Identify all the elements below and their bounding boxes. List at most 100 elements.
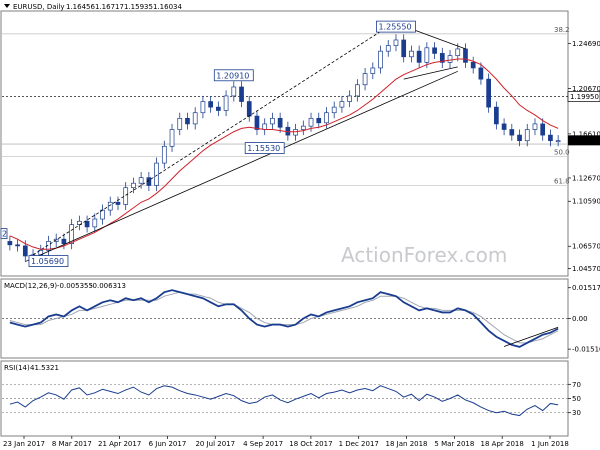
time-axis: 23 Jan 2017 8 Mar 2017 21 Apr 2017 6 Jun 20… — [3, 436, 569, 448]
candle-body — [262, 123, 268, 130]
rsi-chart: 70 50 30 — [2, 381, 581, 417]
candle-body — [154, 162, 159, 186]
edge-label: 2 — [2, 230, 7, 239]
candle-body — [524, 129, 530, 142]
candle-body — [115, 201, 121, 205]
candle-body — [355, 84, 360, 97]
resistance-price-text: 1.19950 — [570, 93, 599, 101]
candle-body — [92, 218, 98, 228]
candle-body — [540, 123, 546, 136]
candle-body — [339, 101, 345, 108]
candle-body — [177, 117, 183, 130]
time-tick-label: 23 Jan 2017 — [3, 440, 45, 448]
macd-signal-value: -0.006313 — [90, 282, 126, 290]
candle-body — [555, 140, 561, 143]
candle-body — [131, 182, 136, 189]
price-label-box — [28, 255, 69, 267]
price-label-box — [213, 69, 254, 82]
candle-body — [216, 106, 221, 111]
candle-body — [316, 117, 322, 124]
rsi-header: RSI(14) 41.5321 — [4, 364, 59, 372]
macd-tick-label: 0.00 — [572, 315, 588, 323]
rsi-tick-label: 30 — [572, 409, 581, 417]
candle-body — [308, 117, 314, 127]
price-tick-label: 1.12670 — [572, 174, 600, 182]
moving-average-line — [9, 58, 559, 250]
candle-body — [362, 73, 368, 86]
macd-trendline — [503, 326, 559, 347]
price-tick-label: 1.06570 — [572, 243, 600, 251]
candle-body — [192, 112, 198, 125]
candle-body — [331, 106, 337, 114]
macd-line — [9, 289, 559, 348]
collapse-arrow-icon[interactable] — [4, 4, 10, 8]
time-tick-label: 18 Jan 2018 — [386, 440, 428, 448]
candle-body — [486, 78, 491, 108]
time-tick-label: 21 Apr 2017 — [98, 440, 141, 448]
rsi-value: 41.5321 — [30, 364, 59, 372]
price-tick-label: 1.24690 — [572, 40, 600, 48]
price-header: EURUSD, Daily 1.16456 1.16717 1.15935 1.… — [4, 3, 182, 11]
macd-value: -0.005355 — [57, 282, 93, 290]
macd-tick-label: 0.015176 — [572, 284, 600, 292]
time-tick-label: 1 Jun 2018 — [531, 440, 569, 448]
price-label-box — [244, 142, 285, 154]
time-tick-label: 20 Jul 2017 — [195, 440, 235, 448]
candle-body — [84, 220, 90, 228]
time-tick-label: 18 Oct 2017 — [289, 440, 332, 448]
time-tick-label: 6 Jun 2017 — [149, 440, 187, 448]
candle-body — [432, 47, 437, 54]
fib-level-label: 50.0 — [554, 148, 570, 156]
candle-body — [447, 55, 453, 63]
candle-body — [478, 67, 484, 80]
candle-body — [548, 134, 553, 142]
candle-body — [15, 244, 20, 247]
candle-body — [300, 125, 306, 130]
price-label: 1.15530 — [247, 144, 280, 153]
candle-body — [416, 50, 422, 63]
macd-header: MACD(12,26,9) -0.005355 -0.006313 — [4, 282, 126, 290]
candle-body — [161, 145, 167, 164]
candle-body — [7, 241, 13, 246]
candle-body — [223, 95, 229, 111]
price-title: EURUSD, Daily — [13, 3, 65, 11]
candle-body — [277, 117, 283, 128]
candle-body — [138, 177, 144, 184]
price-label: 1.05690 — [31, 257, 64, 266]
price-tick-label: 1.04570 — [572, 265, 600, 273]
time-tick-label: 4 Sep 2017 — [243, 440, 283, 448]
candle-body — [517, 134, 522, 142]
candle-body — [123, 187, 129, 205]
price-label: 1.25550 — [378, 23, 411, 32]
price-chart: 1.24690 1.20670 1.16610 1.12670 1.10590 1.065… — [0, 20, 600, 273]
fib-level-label: 38.2 — [554, 26, 570, 34]
candle-body — [439, 53, 445, 63]
time-tick-label: 18 Apr 2018 — [481, 440, 524, 448]
price-tick-label: 1.20670 — [572, 85, 600, 93]
candle-body — [69, 224, 74, 245]
candle-body — [185, 117, 190, 125]
candle-body — [370, 67, 376, 74]
candle-body — [494, 106, 499, 125]
rsi-title: RSI(14) — [4, 364, 30, 372]
price-tick-label: 1.16610 — [572, 130, 600, 138]
candle-body — [107, 201, 113, 211]
candle-body — [254, 115, 260, 130]
candle-body — [169, 129, 175, 147]
candle-body — [239, 86, 244, 102]
triangle-lower-line — [403, 66, 458, 80]
ohlc-low: 1.15935 — [124, 3, 153, 11]
macd-tick-label: -0.015109 — [572, 346, 600, 354]
time-tick-label: 1 Dec 2017 — [339, 440, 379, 448]
candle-body — [455, 48, 461, 56]
time-tick-label: 8 Mar 2017 — [52, 440, 92, 448]
candle-body — [532, 123, 538, 130]
fib-level-label: 61.8 — [554, 177, 570, 185]
macd-title: MACD(12,26,9) — [4, 282, 57, 290]
candle-body — [293, 129, 298, 136]
price-label: 1.20910 — [216, 71, 249, 80]
current-price-tag — [568, 135, 600, 146]
candle-body — [409, 50, 414, 58]
candle-body — [324, 112, 329, 124]
